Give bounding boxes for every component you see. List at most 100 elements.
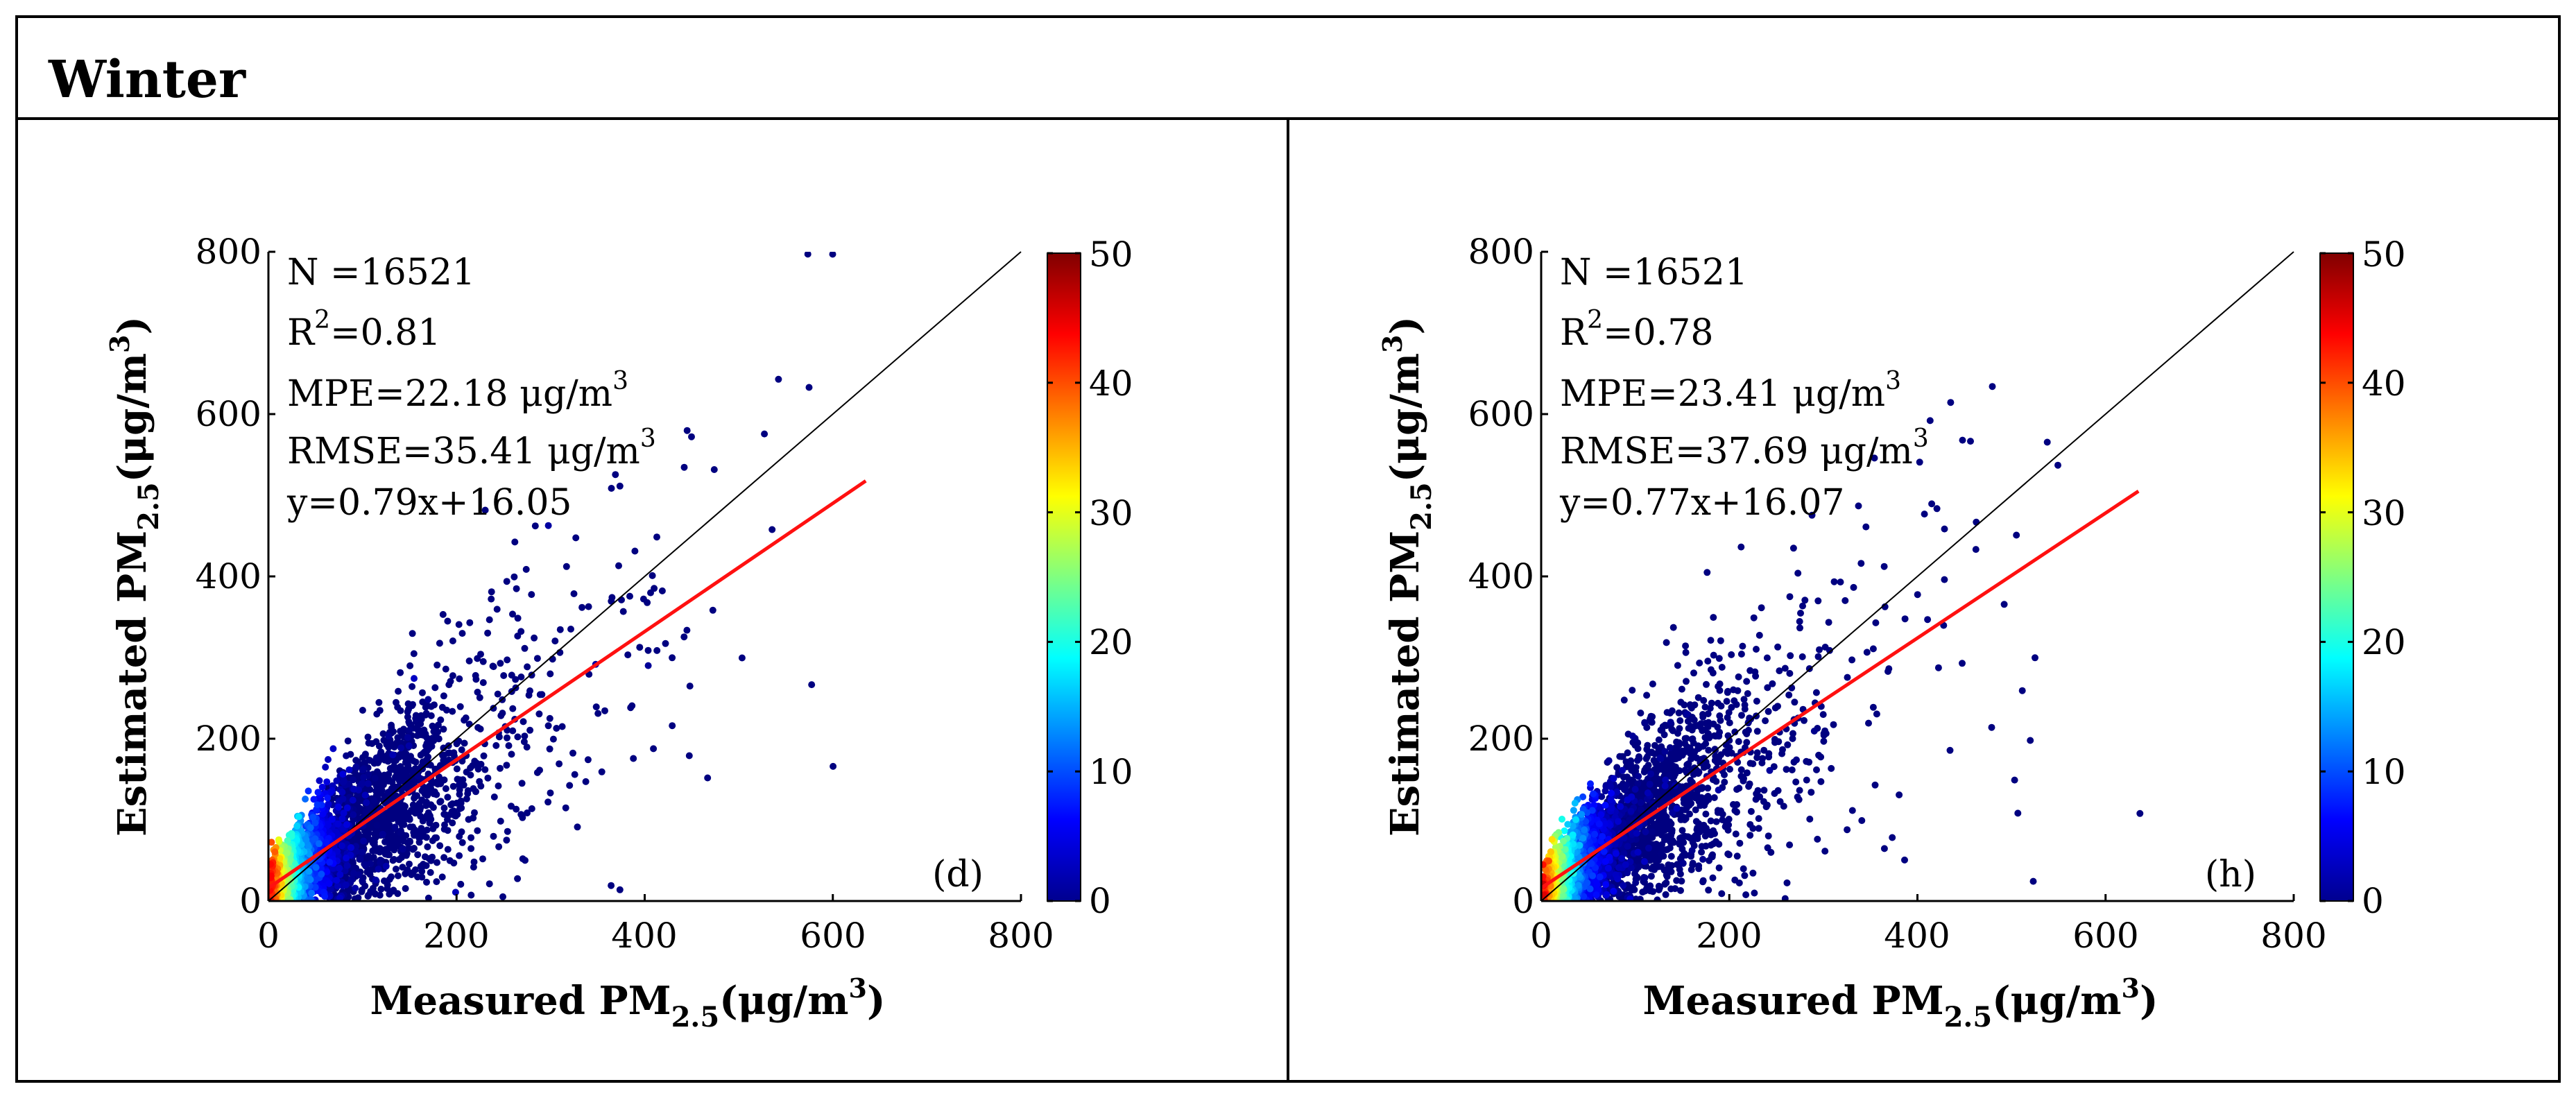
scatter-point <box>630 755 637 762</box>
scatter-point <box>455 781 463 789</box>
scatter-point <box>1612 850 1620 857</box>
scatter-point <box>805 384 813 391</box>
scatter-point <box>357 855 364 863</box>
scatter-point <box>1787 652 1794 660</box>
scatter-point <box>1677 812 1685 820</box>
scatter-point <box>1848 656 1856 664</box>
scatter-point <box>528 805 535 812</box>
scatter-point <box>1708 699 1715 707</box>
scatter-point <box>1689 861 1697 869</box>
scatter-point <box>1755 815 1762 823</box>
scatter-point <box>1682 747 1690 754</box>
scatter-point <box>424 894 432 901</box>
scatter-point <box>1647 882 1654 890</box>
scatter-point <box>1615 864 1622 871</box>
scatter-point <box>1743 730 1751 737</box>
scatter-point <box>644 599 651 606</box>
scatter-points-h <box>1541 383 2144 901</box>
scatter-point <box>1572 816 1579 823</box>
scatter-point <box>1647 715 1654 723</box>
scatter-point <box>521 644 529 652</box>
scatter-point <box>1746 780 1753 788</box>
scatter-point <box>1682 642 1690 650</box>
scatter-point <box>710 466 718 473</box>
scatter-point <box>1704 658 1712 665</box>
scatter-point <box>1656 884 1663 891</box>
scatter-point <box>1578 811 1586 818</box>
scatter-point <box>302 796 309 803</box>
scatter-point <box>533 655 541 662</box>
scatter-point <box>1579 805 1587 813</box>
scatter-point <box>493 606 501 613</box>
scatter-point <box>829 252 836 258</box>
scatter-point <box>360 837 368 845</box>
scatter-point <box>1779 746 1786 753</box>
scatter-point <box>1632 879 1640 886</box>
scatter-point <box>427 703 435 710</box>
scatter-point <box>1667 885 1675 893</box>
scatter-point <box>413 732 421 739</box>
scatter-point <box>1641 858 1648 866</box>
scatter-point <box>522 857 529 864</box>
scatter-point <box>350 776 357 784</box>
scatter-point <box>457 797 465 805</box>
scatter-point <box>1699 878 1707 886</box>
scatter-point <box>1710 794 1718 801</box>
scatter-point <box>1746 832 1754 839</box>
scatter-point <box>304 787 312 795</box>
scatter-point <box>486 616 493 624</box>
scatter-point <box>1667 750 1674 757</box>
scatter-point <box>1669 624 1677 631</box>
scatter-point <box>361 882 369 890</box>
scatter-point <box>1725 816 1733 823</box>
scatter-point <box>1771 790 1778 797</box>
scatter-point <box>1758 604 1765 612</box>
scatter-point <box>1753 754 1761 762</box>
scatter-point <box>286 896 294 901</box>
scatter-point <box>1871 454 1878 462</box>
scatter-point <box>1646 780 1654 788</box>
scatter-point <box>268 839 275 846</box>
scatter-point <box>319 810 327 818</box>
scatter-point <box>1703 569 1711 576</box>
scatter-point <box>514 733 522 741</box>
scatter-point <box>413 828 420 836</box>
scatter-point <box>1592 891 1600 899</box>
colorbar-tick-label: 50 <box>1089 234 1133 275</box>
scatter-point <box>1696 828 1703 836</box>
scatter-point <box>1806 815 1814 823</box>
scatter-point <box>361 760 368 767</box>
scatter-point <box>1740 696 1748 703</box>
scatter-point <box>1680 799 1688 807</box>
scatter-point <box>1797 610 1804 617</box>
scatter-point <box>421 853 429 861</box>
scatter-point <box>1750 614 1758 621</box>
scatter-point <box>447 678 454 685</box>
scatter-point <box>394 734 402 741</box>
scatter-point <box>406 726 413 734</box>
scatter-point <box>334 803 342 811</box>
scatter-point <box>307 895 314 901</box>
scatter-point <box>1924 616 1932 624</box>
scatter-point <box>414 851 422 859</box>
scatter-point <box>395 777 403 784</box>
scatter-point <box>570 590 578 597</box>
scatter-point <box>324 821 332 827</box>
scatter-point <box>1678 685 1685 693</box>
scatter-point <box>1763 654 1771 662</box>
scatter-point <box>268 861 275 868</box>
scatter-point <box>1673 746 1681 753</box>
scatter-point <box>616 886 624 893</box>
scatter-point <box>704 774 712 782</box>
scatter-point <box>1746 821 1754 828</box>
scatter-point <box>419 689 426 696</box>
scatter-point <box>517 811 525 818</box>
scatter-point <box>388 723 395 731</box>
scatter-point <box>1602 858 1609 865</box>
scatter-point <box>1638 806 1645 814</box>
scatter-point <box>551 637 559 645</box>
scatter-point <box>384 818 391 825</box>
scatter-point <box>424 784 431 791</box>
scatter-point <box>1667 719 1674 726</box>
scatter-point <box>653 646 661 654</box>
